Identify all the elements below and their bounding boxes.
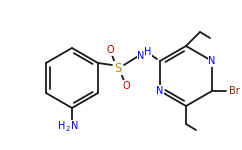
Text: H: H [144,47,152,57]
Text: Br: Br [229,86,239,96]
Text: 2: 2 [66,126,70,132]
Text: N: N [71,121,79,131]
Text: H: H [58,121,66,131]
Text: N: N [156,86,164,96]
Text: O: O [106,45,114,55]
Text: S: S [114,61,122,75]
Text: N: N [208,56,216,66]
Text: O: O [122,81,130,91]
Text: N: N [137,51,145,61]
